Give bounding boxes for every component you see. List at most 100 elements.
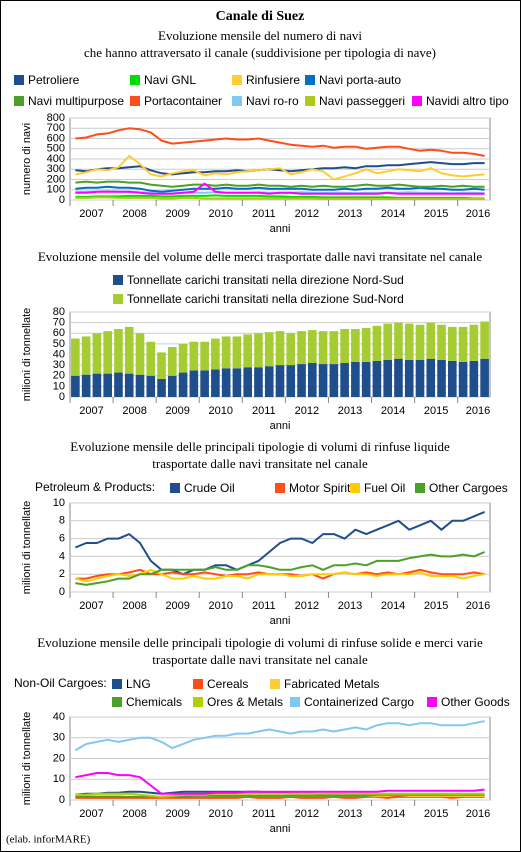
legend-swatch — [305, 96, 315, 106]
y-tick-label: 0 — [59, 586, 65, 598]
bar-segment — [437, 324, 446, 360]
bar-segment — [92, 373, 102, 397]
series-line — [75, 551, 485, 586]
x-tick-label: 2013 — [338, 600, 362, 612]
y-tick-label: 30 — [53, 732, 65, 744]
x-tick-label: 2008 — [122, 600, 146, 612]
bar-segment — [178, 343, 188, 373]
legend-swatch — [113, 294, 123, 304]
x-tick-label: 2013 — [338, 405, 362, 417]
chart-title: che hanno attraversato il canale (suddiv… — [84, 45, 436, 60]
bar-segment — [243, 367, 252, 397]
legend-label: Navi multipurpose — [28, 94, 124, 108]
legend-label: Portacontainer — [144, 94, 222, 108]
y-tick-label: 30 — [53, 359, 65, 371]
y-tick-label: 200 — [47, 173, 65, 185]
x-tick-label: 2016 — [466, 808, 490, 820]
bar-segment — [254, 367, 263, 397]
x-tick-label: 2015 — [424, 208, 448, 220]
bar-segment — [81, 336, 91, 375]
bar-segment — [383, 359, 392, 397]
x-tick-label: 2008 — [122, 208, 146, 220]
legend-swatch — [305, 75, 315, 85]
bar-segment — [200, 341, 209, 371]
legend-label: Tonnellate carichi transitati nella dire… — [127, 292, 404, 306]
legend-swatch — [113, 275, 123, 285]
bar-segment — [340, 329, 349, 363]
legend-label: Fuel Oil — [364, 481, 405, 495]
bar-segment — [308, 330, 317, 363]
chart-title: Evoluzione mensile del numero di navi — [158, 28, 362, 43]
bar-segment — [189, 370, 199, 397]
y-tick-label: 10 — [53, 380, 65, 392]
y-tick-label: 0 — [59, 391, 65, 403]
legend-label: Ores & Metals — [207, 695, 283, 709]
chart-title: Evoluzione mensile del volume delle merc… — [38, 249, 483, 264]
x-axis-title: anni — [270, 420, 291, 432]
bar-segment — [264, 366, 274, 397]
chart-title: Evoluzione mensile delle principali tipo… — [70, 439, 450, 454]
series-line — [75, 194, 485, 200]
y-tick-label: 600 — [47, 132, 65, 144]
bar-segment — [189, 341, 199, 371]
x-tick-label: 2010 — [209, 600, 233, 612]
legend-label: Navi GNL — [144, 73, 196, 87]
y-tick-label: 10 — [53, 773, 65, 785]
bar-segment — [135, 333, 145, 375]
x-tick-label: 2007 — [79, 808, 103, 820]
bar-segment — [318, 364, 328, 397]
bar-segment — [211, 338, 220, 370]
x-tick-label: 2011 — [252, 208, 276, 220]
bar-segment — [297, 331, 306, 365]
bar-segment — [103, 373, 112, 397]
legend-swatch — [112, 697, 122, 707]
y-tick-label: 800 — [47, 112, 65, 124]
plot-area — [69, 502, 491, 593]
x-tick-label: 2010 — [209, 405, 233, 417]
bar-segment — [351, 329, 360, 362]
y-tick-label: 700 — [47, 122, 65, 134]
y-tick-label: 0 — [59, 194, 65, 206]
legend-swatch — [193, 679, 203, 689]
bar-segment — [232, 336, 242, 369]
bar-segment — [329, 364, 339, 397]
bar-segment — [168, 347, 177, 376]
x-tick-label: 2009 — [165, 600, 189, 612]
series-line — [74, 720, 485, 752]
legend-label: Tonnellate carichi transitati nella dire… — [127, 273, 404, 287]
y-tick-label: 60 — [53, 327, 65, 339]
y-tick-label: 6 — [59, 533, 65, 545]
bar-segment — [469, 324, 479, 361]
y-axis-title: milioni di tonnellate — [21, 308, 33, 402]
bar-segment — [200, 370, 209, 397]
x-tick-label: 2014 — [381, 405, 405, 417]
y-tick-label: 20 — [53, 370, 65, 382]
bar-segment — [81, 374, 91, 397]
bar-segment — [221, 368, 231, 397]
bar-segment — [178, 372, 188, 397]
bar-segment — [437, 359, 446, 397]
x-tick-label: 2016 — [466, 405, 490, 417]
x-tick-label: 2016 — [466, 600, 490, 612]
x-tick-label: 2013 — [338, 808, 362, 820]
y-tick-label: 20 — [53, 752, 65, 764]
x-tick-label: 2009 — [165, 405, 189, 417]
bar-segment — [469, 360, 479, 397]
bar-segment — [157, 352, 166, 379]
x-axis-title: anni — [270, 615, 291, 627]
legend-label: Navi porta-auto — [319, 73, 401, 87]
legend-swatch — [130, 75, 140, 85]
x-tick-label: 2009 — [165, 208, 189, 220]
x-tick-label: 2014 — [381, 600, 405, 612]
legend-swatch — [270, 679, 280, 689]
legend-swatch — [14, 96, 24, 106]
legend-swatch — [427, 697, 437, 707]
bar-segment — [254, 333, 263, 368]
legend-swatch — [232, 75, 242, 85]
y-axis-title: milioni di tonnellate — [21, 501, 33, 595]
x-tick-label: 2007 — [79, 208, 103, 220]
legend-swatch — [350, 483, 360, 493]
y-tick-label: 40 — [53, 711, 65, 723]
bar-segment — [308, 363, 317, 397]
legend-label: Navidi altro tipo — [426, 94, 509, 108]
